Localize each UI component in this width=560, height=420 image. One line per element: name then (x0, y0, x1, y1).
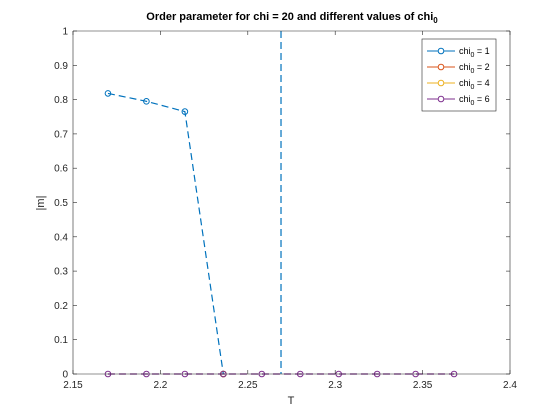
legend-item: chi0 = 1 (427, 46, 490, 59)
y-tick-label: 0.8 (54, 95, 68, 106)
legend-label-rest: = 4 (474, 78, 489, 88)
y-axis-label: |m| (35, 196, 47, 211)
legend-item: chi0 = 6 (427, 94, 490, 107)
legend-marker (437, 47, 445, 55)
y-tick-label: 0.7 (54, 129, 68, 140)
legend-label: chi0 = 4 (459, 78, 490, 91)
y-axis: 0 0.1 0.2 0.3 0.4 0.5 0.6 0.7 0.8 0.9 1 (54, 27, 510, 381)
y-tick-label: 0.5 (54, 198, 68, 209)
series-line (107, 92, 224, 375)
legend-label-rest: = 1 (474, 46, 489, 56)
legend-label: chi0 = 2 (459, 62, 490, 75)
y-tick-label: 0.2 (54, 301, 68, 312)
chart-title: Order parameter for chi = 20 and differe… (146, 11, 438, 25)
x-tick-label: 2.15 (63, 380, 83, 391)
x-tick-label: 2.25 (238, 380, 258, 391)
legend-label-main: chi (459, 62, 471, 72)
legend-item: chi0 = 2 (427, 62, 490, 75)
data-point (181, 108, 189, 115)
x-tick-label: 2.4 (503, 380, 517, 391)
legend-label-subscript: 0 (471, 52, 475, 59)
y-tick-label: 0 (62, 370, 68, 381)
y-tick-label: 0.6 (54, 164, 68, 175)
y-tick-label: 0.4 (54, 232, 68, 243)
x-axis: 2.15 2.2 2.25 2.3 2.35 2.4 (63, 31, 517, 391)
legend-label-main: chi (459, 78, 471, 88)
y-tick-label: 0.1 (54, 335, 68, 346)
legend-label: chi0 = 6 (459, 94, 490, 107)
legend-marker (437, 79, 445, 87)
legend-label-main: chi (459, 46, 471, 56)
legend-label: chi0 = 1 (459, 46, 490, 59)
x-tick-label: 2.2 (153, 380, 167, 391)
x-tick-label: 2.35 (413, 380, 433, 391)
x-axis-label: T (288, 395, 295, 407)
legend-marker (437, 63, 445, 71)
legend-marker (437, 95, 445, 103)
legend-label-subscript: 0 (471, 100, 475, 107)
data-point (104, 90, 112, 97)
x-tick-label: 2.3 (328, 380, 342, 391)
legend-label-subscript: 0 (471, 84, 475, 91)
legend-label-subscript: 0 (471, 68, 475, 75)
legend-label-rest: = 2 (474, 62, 489, 72)
legend-label-main: chi (459, 94, 471, 104)
y-tick-label: 1 (62, 27, 68, 38)
legend-item: chi0 = 4 (427, 78, 490, 91)
chart-title-subscript: 0 (433, 16, 438, 25)
chart-title-main: Order parameter for chi = 20 and differe… (146, 11, 433, 23)
legend-label-rest: = 6 (474, 94, 489, 104)
y-tick-label: 0.3 (54, 267, 68, 278)
data-point (143, 98, 150, 105)
y-tick-label: 0.9 (54, 61, 68, 72)
